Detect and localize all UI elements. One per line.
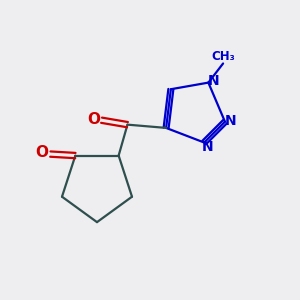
Text: CH₃: CH₃ [211,50,235,64]
Text: O: O [36,146,49,160]
Text: N: N [208,74,220,88]
Text: N: N [225,114,237,128]
Text: O: O [87,112,100,127]
Text: N: N [202,140,214,154]
